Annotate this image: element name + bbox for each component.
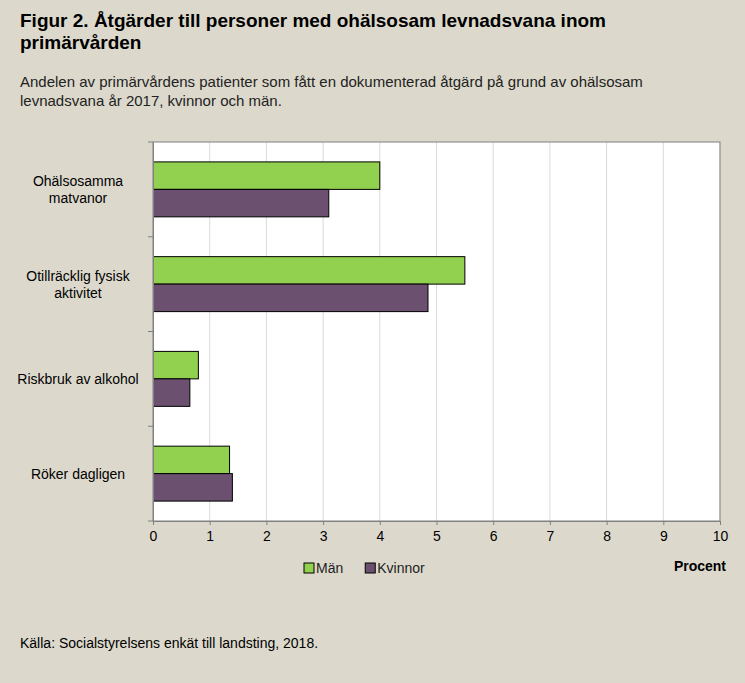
plot-frame bbox=[153, 142, 720, 521]
tick: 4 bbox=[376, 521, 384, 544]
grid bbox=[153, 142, 720, 521]
tick-mark bbox=[323, 521, 324, 525]
tick-mark bbox=[153, 521, 154, 525]
bar bbox=[153, 189, 329, 216]
text-line: Figur 2. Åtgärder till personer med ohäl… bbox=[20, 10, 606, 31]
tick: 7 bbox=[547, 521, 555, 544]
tick: 9 bbox=[660, 521, 668, 544]
grid-line bbox=[549, 142, 550, 521]
separator bbox=[148, 331, 153, 332]
separator bbox=[148, 426, 153, 427]
source: Källa: Socialstyrelsens enkät till lands… bbox=[20, 635, 318, 651]
separator bbox=[148, 142, 153, 143]
grid-line bbox=[663, 142, 664, 521]
tick-label: 9 bbox=[660, 528, 668, 544]
category-tick: Ohälsosammamatvanor bbox=[33, 173, 153, 206]
chart: Figur 2. Åtgärder till personer med ohäl… bbox=[0, 0, 745, 683]
tick: 3 bbox=[320, 521, 328, 544]
bar bbox=[153, 446, 230, 473]
separator bbox=[148, 236, 153, 237]
tick: 8 bbox=[603, 521, 611, 544]
text-line: Ohälsosamma bbox=[33, 173, 123, 189]
category-tick: Röker dagligen bbox=[31, 466, 153, 482]
tick-label: 2 bbox=[263, 528, 271, 544]
legend-swatch bbox=[304, 563, 314, 573]
tick-mark bbox=[266, 521, 267, 525]
text-line: Riskbruk av alkohol bbox=[17, 371, 138, 387]
text-line: primärvården bbox=[20, 32, 141, 53]
tick-label: 3 bbox=[320, 528, 328, 544]
grid-line bbox=[379, 142, 380, 521]
category-separators bbox=[148, 142, 153, 521]
plot-area bbox=[153, 142, 720, 521]
category-label: Otillräcklig fysiskaktivitet bbox=[26, 268, 130, 301]
tick-label: 6 bbox=[490, 528, 498, 544]
bar bbox=[153, 162, 380, 189]
tick: 6 bbox=[490, 521, 498, 544]
category-label: Ohälsosammamatvanor bbox=[33, 173, 123, 206]
tick: 0 bbox=[150, 521, 158, 544]
tick-label: 7 bbox=[547, 528, 555, 544]
bar bbox=[153, 474, 232, 501]
tick-label: 1 bbox=[206, 528, 214, 544]
tick: 2 bbox=[263, 521, 271, 544]
bar bbox=[153, 379, 190, 406]
text-line: Otillräcklig fysisk bbox=[26, 268, 130, 284]
legend-swatch bbox=[365, 563, 375, 573]
text-line: levnadsvana år 2017, kvinnor och män. bbox=[20, 92, 282, 109]
tick-mark bbox=[437, 521, 438, 525]
tick-mark bbox=[663, 521, 664, 525]
tick-label: 8 bbox=[603, 528, 611, 544]
legend: Män Kvinnor bbox=[304, 560, 425, 576]
title: Figur 2. Åtgärder till personer med ohäl… bbox=[20, 10, 606, 53]
tick-label: 5 bbox=[433, 528, 441, 544]
text-line: aktivitet bbox=[54, 285, 102, 301]
text-line: Röker dagligen bbox=[31, 466, 125, 482]
bars bbox=[153, 162, 465, 501]
legend-label: Kvinnor bbox=[377, 560, 425, 576]
grid-line bbox=[493, 142, 494, 521]
text-line: Andelen av primärvårdens patienter som f… bbox=[20, 73, 643, 90]
axis-line bbox=[153, 143, 154, 522]
tick: 1 bbox=[206, 521, 214, 544]
tick-mark bbox=[493, 521, 494, 525]
tick-mark bbox=[607, 521, 608, 525]
tick-mark bbox=[380, 521, 381, 525]
x-axis-title: Procent bbox=[674, 558, 726, 574]
legend-label: Män bbox=[316, 560, 343, 576]
tick-label: 4 bbox=[376, 528, 384, 544]
background bbox=[0, 0, 745, 683]
separator bbox=[148, 521, 153, 522]
bar bbox=[153, 257, 465, 284]
text-line: matvanor bbox=[49, 190, 108, 206]
subtitle: Andelen av primärvårdens patienter som f… bbox=[20, 73, 643, 109]
bar bbox=[153, 284, 428, 311]
tick: 10 bbox=[713, 521, 729, 544]
tick-label: 0 bbox=[150, 528, 158, 544]
category-label: Riskbruk av alkohol bbox=[17, 371, 138, 387]
tick-mark bbox=[720, 521, 721, 525]
bar bbox=[153, 351, 198, 378]
tick-label: 10 bbox=[713, 528, 729, 544]
category-tick: Otillräcklig fysiskaktivitet bbox=[26, 268, 153, 301]
x-axis: 0 1 2 3 4 5 6 7 8 9 10 bbox=[150, 521, 729, 544]
category-label: Röker dagligen bbox=[31, 466, 125, 482]
grid-line bbox=[606, 142, 607, 521]
tick-mark bbox=[210, 521, 211, 525]
tick-mark bbox=[550, 521, 551, 525]
y-axis: Ohälsosammamatvanor Otillräcklig fysiskak… bbox=[17, 143, 153, 522]
category-tick: Riskbruk av alkohol bbox=[17, 371, 153, 387]
tick: 5 bbox=[433, 521, 441, 544]
grid-line bbox=[436, 142, 437, 521]
